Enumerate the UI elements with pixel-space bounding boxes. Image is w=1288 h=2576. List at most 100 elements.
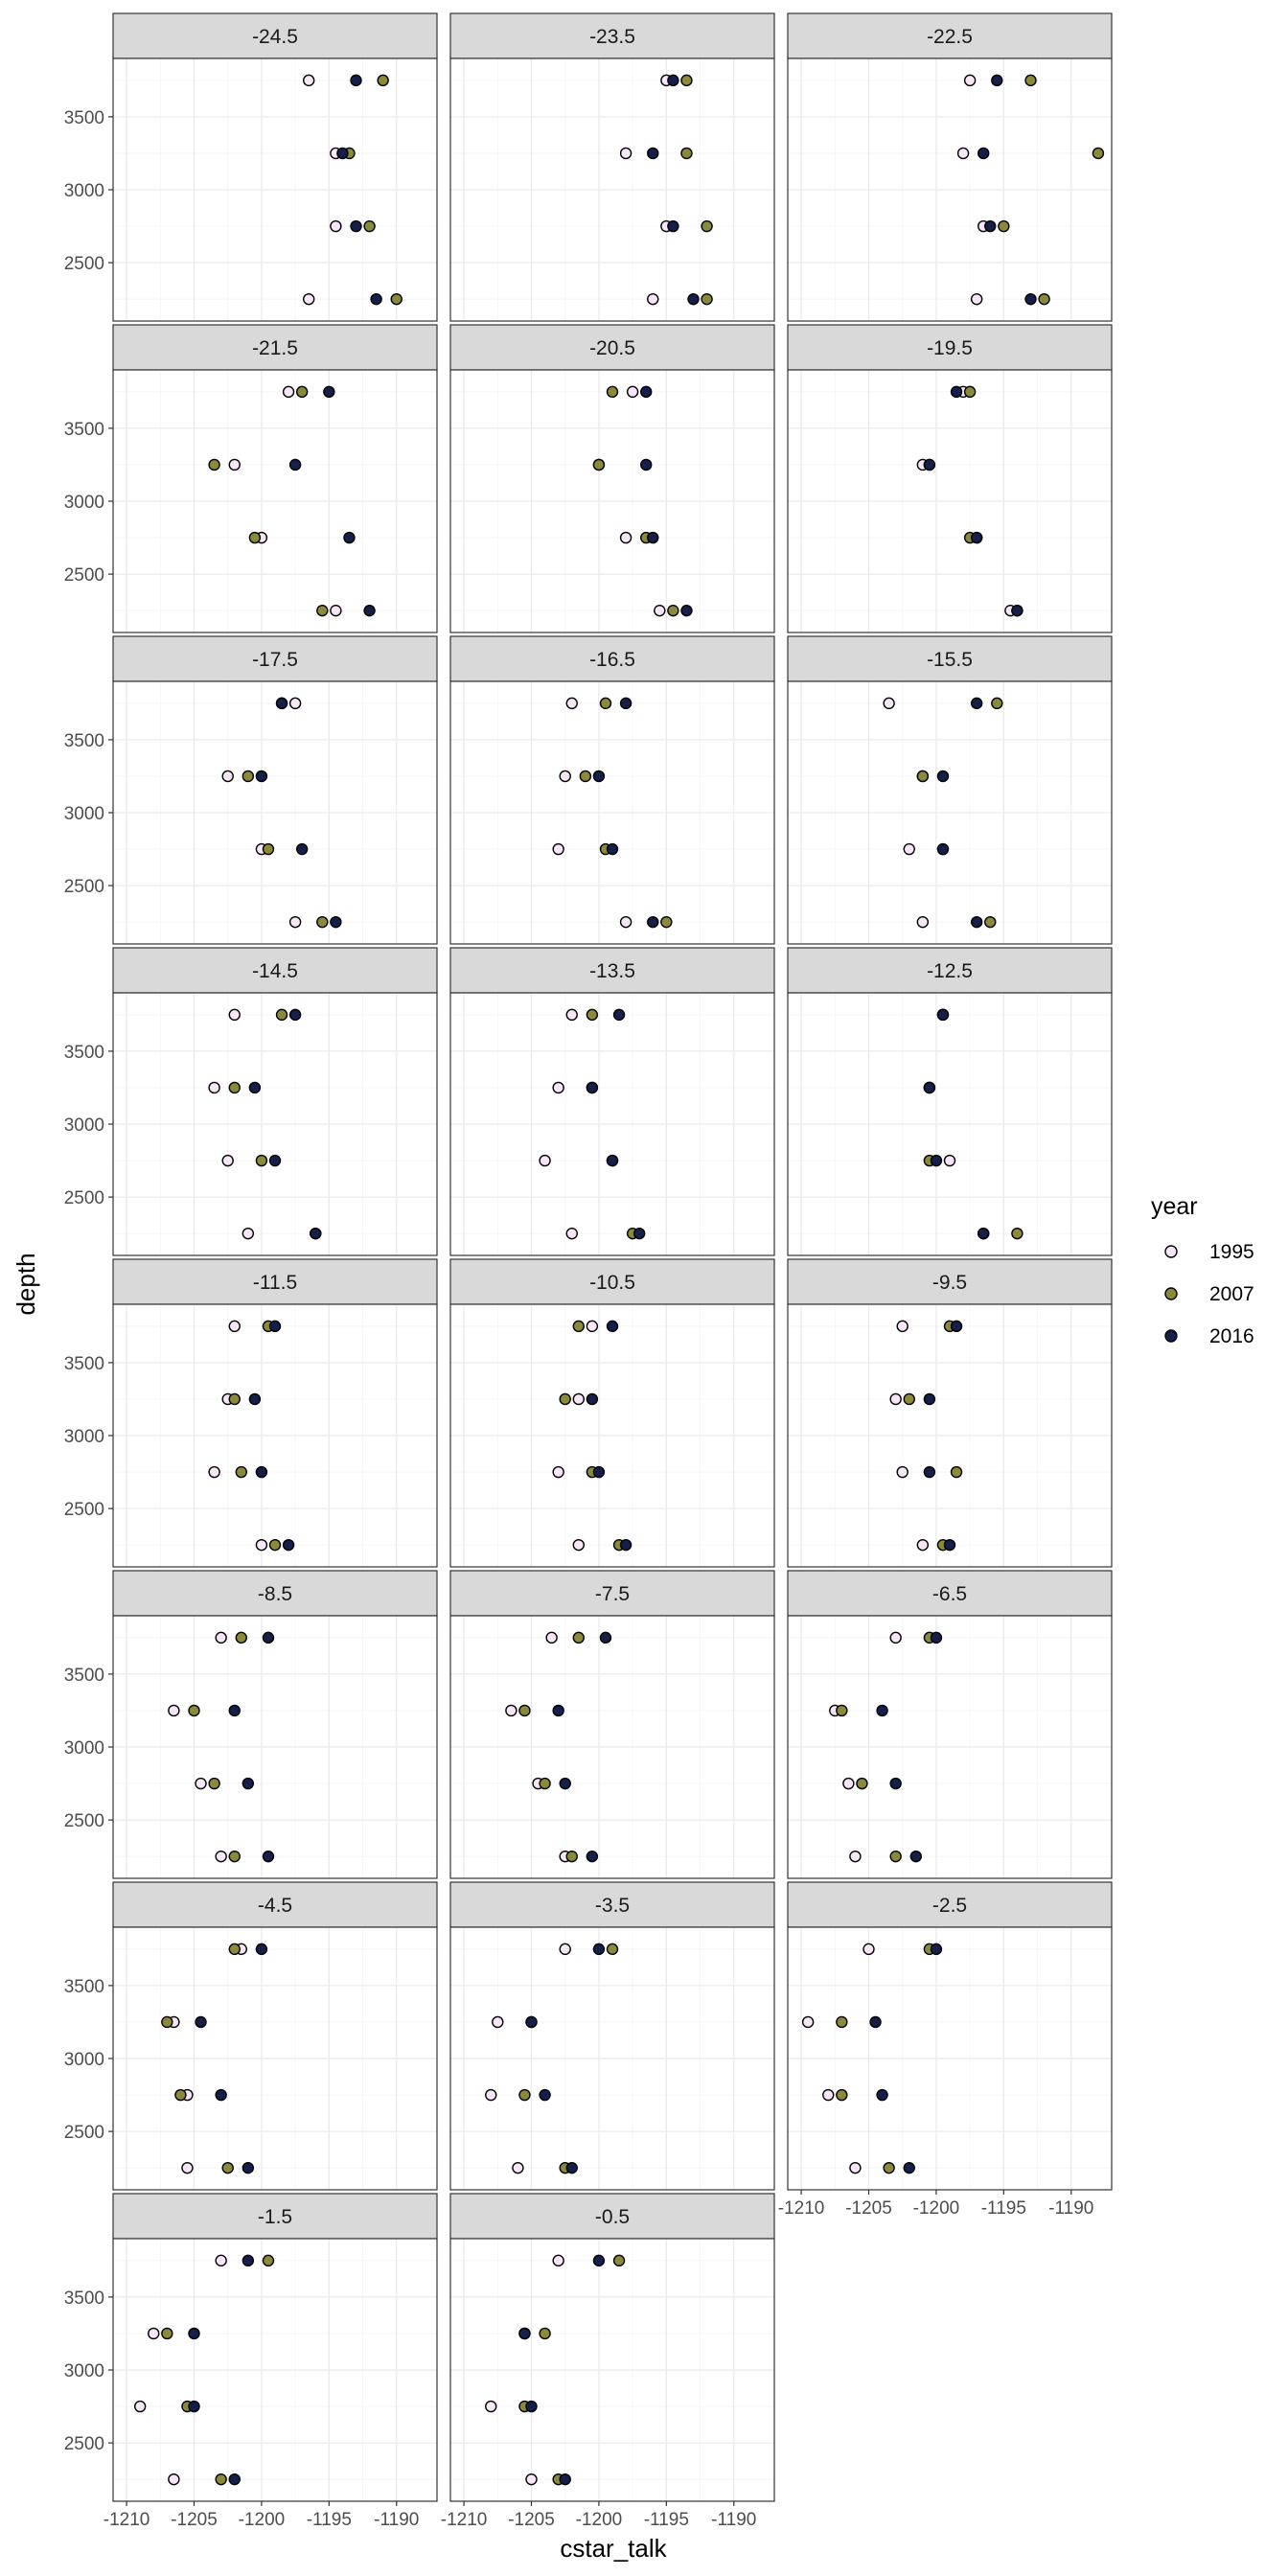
facet-panel: -9.5 bbox=[787, 1258, 1113, 1568]
x-tick-label: -1200 bbox=[913, 2198, 960, 2219]
data-point-1995 bbox=[647, 292, 659, 306]
facet-strip bbox=[112, 1881, 438, 1928]
data-point-2016 bbox=[586, 1392, 599, 1406]
legend-label-1995: 1995 bbox=[1209, 1241, 1254, 1263]
facet-strip bbox=[112, 635, 438, 682]
data-point-2007 bbox=[1038, 292, 1050, 306]
x-tick-label: -1195 bbox=[981, 2198, 1026, 2219]
data-point-1995 bbox=[221, 770, 234, 783]
data-point-2016 bbox=[195, 2015, 207, 2029]
data-point-2007 bbox=[255, 1154, 268, 1167]
data-point-1995 bbox=[208, 1465, 220, 1479]
data-point-2007 bbox=[242, 770, 255, 783]
y-tick-label: 2500 bbox=[64, 2123, 104, 2143]
facet-strip bbox=[449, 947, 775, 994]
data-point-2007 bbox=[1024, 74, 1037, 87]
facet-panel: -10.5 bbox=[449, 1258, 775, 1568]
x-tick-label: -1200 bbox=[239, 2510, 286, 2530]
legend-label-2016: 2016 bbox=[1209, 1325, 1254, 1347]
data-point-2016 bbox=[606, 842, 619, 856]
y-tick-label: 3500 bbox=[64, 1354, 104, 1374]
data-point-1995 bbox=[181, 2161, 194, 2174]
data-point-2016 bbox=[565, 2161, 578, 2174]
x-tick-label: -1205 bbox=[171, 2510, 218, 2530]
data-point-2007 bbox=[836, 2015, 848, 2029]
data-point-2016 bbox=[552, 1704, 564, 1717]
facet-panel: -3.5 bbox=[449, 1881, 775, 2191]
facet-label: -8.5 bbox=[258, 1583, 292, 1605]
facet-strip bbox=[449, 324, 775, 371]
data-point-2007 bbox=[228, 1943, 241, 1956]
data-point-1995 bbox=[903, 842, 915, 856]
data-point-2007 bbox=[680, 74, 693, 87]
data-point-2016 bbox=[640, 385, 653, 399]
data-point-2016 bbox=[936, 1008, 950, 1022]
data-point-2007 bbox=[572, 1631, 585, 1644]
data-point-2007 bbox=[612, 2254, 626, 2267]
data-point-2016 bbox=[930, 1631, 943, 1644]
data-point-1995 bbox=[255, 1538, 268, 1552]
data-point-2007 bbox=[916, 770, 930, 783]
facet-label: -2.5 bbox=[932, 1895, 967, 1917]
data-point-2007 bbox=[377, 74, 389, 87]
facet-label: -4.5 bbox=[258, 1895, 292, 1917]
facet-strip bbox=[449, 1258, 775, 1305]
data-point-2016 bbox=[1024, 292, 1037, 306]
data-point-1995 bbox=[552, 1465, 564, 1479]
data-point-1995 bbox=[565, 697, 578, 710]
facet-strip bbox=[449, 12, 775, 59]
facet-panel: -24.5 bbox=[112, 12, 438, 322]
x-tick-label: -1210 bbox=[778, 2198, 825, 2219]
x-axis-title: cstar_talk bbox=[560, 2534, 667, 2563]
data-point-1995 bbox=[282, 385, 295, 399]
facet-panel: -15.5 bbox=[787, 635, 1113, 945]
data-point-2007 bbox=[539, 2327, 551, 2340]
data-point-2016 bbox=[909, 1850, 922, 1863]
facet-label: -21.5 bbox=[252, 337, 298, 359]
facet-panel: -7.5 bbox=[449, 1570, 775, 1879]
data-point-1995 bbox=[242, 1227, 255, 1240]
data-point-1995 bbox=[288, 915, 302, 929]
data-point-1995 bbox=[552, 2254, 564, 2267]
data-point-2016 bbox=[930, 1943, 943, 1956]
data-point-2016 bbox=[950, 385, 963, 399]
facet-panel: -0.5 bbox=[449, 2193, 775, 2502]
data-point-2007 bbox=[174, 2088, 187, 2102]
data-point-2016 bbox=[248, 1081, 262, 1094]
y-tick-label: 2500 bbox=[64, 565, 104, 586]
data-point-2016 bbox=[936, 842, 950, 856]
data-point-2016 bbox=[592, 1465, 606, 1479]
facet-strip bbox=[112, 12, 438, 59]
facet-label: -12.5 bbox=[927, 960, 973, 982]
data-point-2007 bbox=[316, 604, 329, 617]
y-tick-label: 3000 bbox=[64, 2050, 104, 2070]
facet-strip bbox=[112, 324, 438, 371]
x-tick-label: -1200 bbox=[576, 2510, 623, 2530]
y-tick-label: 2500 bbox=[64, 2434, 104, 2454]
data-point-2007 bbox=[586, 1008, 599, 1022]
panel-border bbox=[787, 1926, 1113, 2191]
legend-label-2007: 2007 bbox=[1209, 1283, 1254, 1305]
data-point-2016 bbox=[343, 531, 356, 544]
panel-border bbox=[449, 58, 775, 322]
data-point-1995 bbox=[565, 1227, 578, 1240]
x-tick-label: -1210 bbox=[441, 2510, 488, 2530]
data-point-1995 bbox=[943, 1154, 956, 1167]
facet-strip bbox=[787, 1881, 1113, 1928]
data-point-2016 bbox=[255, 1943, 268, 1956]
data-point-1995 bbox=[559, 1943, 571, 1956]
y-tick-label: 3000 bbox=[64, 2361, 104, 2381]
data-point-2016 bbox=[215, 2088, 227, 2102]
data-point-1995 bbox=[288, 697, 302, 710]
facet-strip bbox=[449, 1881, 775, 1928]
facet-strip bbox=[112, 947, 438, 994]
data-point-1995 bbox=[215, 2254, 227, 2267]
data-point-2016 bbox=[188, 2400, 200, 2413]
facet-label: -24.5 bbox=[252, 26, 298, 48]
data-point-2016 bbox=[539, 2088, 551, 2102]
data-point-2016 bbox=[619, 1538, 632, 1552]
data-point-1995 bbox=[801, 2015, 815, 2029]
y-tick-label: 3000 bbox=[64, 804, 104, 824]
data-point-2007 bbox=[667, 604, 679, 617]
